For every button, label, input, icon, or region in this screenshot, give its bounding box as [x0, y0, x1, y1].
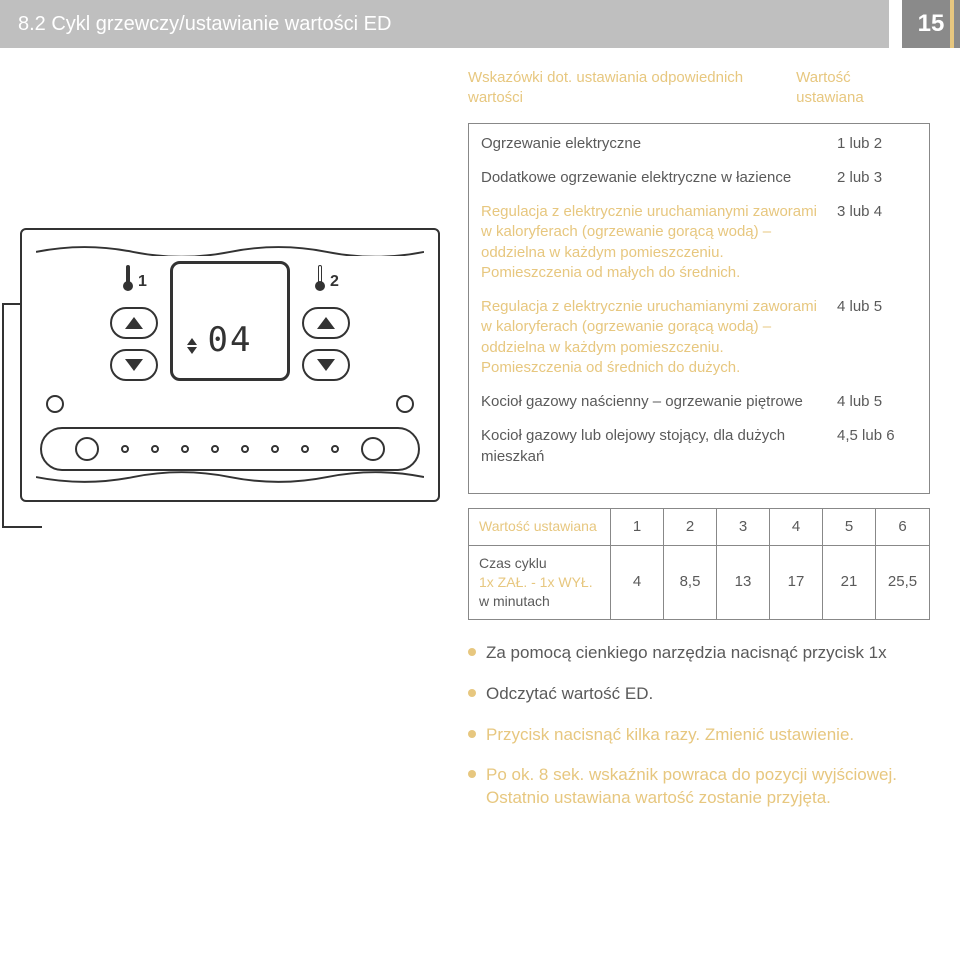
step-text: Za pomocą cienkiego narzędzia nacisnąć p…	[486, 642, 887, 665]
dot-button[interactable]	[211, 445, 219, 453]
table-data-cell: 21	[823, 546, 876, 619]
row2-l3: w minutach	[479, 593, 550, 609]
page-header: 8.2 Cykl grzewczy/ustawianie wartości ED…	[0, 0, 960, 48]
settings-row: Regulacja z elektrycznie uruchamianymi z…	[481, 297, 917, 378]
thermo-2-label: 2	[330, 273, 339, 291]
thermo-2: 2	[313, 261, 339, 291]
step-text: Odczytać wartość ED.	[486, 683, 653, 706]
settings-row: Ogrzewanie elektryczne 1 lub 2	[481, 134, 917, 154]
table-data-cell: 17	[770, 546, 823, 619]
row2-l2: 1x ZAŁ. - 1x WYŁ.	[479, 574, 593, 590]
thermo-1: 1	[121, 261, 147, 291]
cycle-table-header-row: Wartość ustawiana 123456	[468, 508, 930, 546]
dot-button[interactable]	[181, 445, 189, 453]
settings-row: Regulacja z elektrycznie uruchamianymi z…	[481, 202, 917, 283]
temp-up-1-button[interactable]	[110, 307, 158, 339]
table-data-cell: 8,5	[664, 546, 717, 619]
intro-left: Wskazówki dot. ustawiania odpowiednich w…	[468, 68, 796, 109]
settings-row-label: Regulacja z elektrycznie uruchamianymi z…	[481, 297, 817, 378]
step-item: Przycisk nacisnąć kilka razy. Zmienić us…	[468, 724, 930, 747]
bullet-icon	[468, 730, 476, 738]
dot-button[interactable]	[121, 445, 129, 453]
table-data-cell: 4	[611, 546, 664, 619]
thermostat-device: 1 04 2	[20, 228, 440, 502]
table-header-cell: 1	[611, 509, 664, 545]
arrows-icon	[187, 338, 197, 354]
table-data-cell: 13	[717, 546, 770, 619]
table-row2-label: Czas cyklu 1x ZAŁ. - 1x WYŁ. w minutach	[469, 546, 611, 619]
settings-row-value: 3 lub 4	[837, 202, 917, 283]
header-title: 8.2 Cykl grzewczy/ustawianie wartości ED	[0, 0, 889, 48]
settings-row-label: Kocioł gazowy naścienny – ogrzewanie pię…	[481, 392, 817, 412]
bullet-icon	[468, 689, 476, 697]
settings-row-label: Ogrzewanie elektryczne	[481, 134, 817, 154]
leader-line	[2, 303, 4, 528]
dot-button[interactable]	[301, 445, 309, 453]
row2-l1: Czas cyklu	[479, 555, 547, 571]
wave-bottom	[36, 471, 424, 485]
dot-button[interactable]	[241, 445, 249, 453]
settings-row-value: 1 lub 2	[837, 134, 917, 154]
table-header-cell: 4	[770, 509, 823, 545]
table-header-cell: 2	[664, 509, 717, 545]
bullet-icon	[468, 770, 476, 778]
step-item: Po ok. 8 sek. wskaźnik powraca do pozycj…	[468, 764, 930, 810]
bullet-icon	[468, 648, 476, 656]
settings-row-value: 4,5 lub 6	[837, 426, 917, 467]
step-item: Odczytać wartość ED.	[468, 683, 930, 706]
temp-up-2-button[interactable]	[302, 307, 350, 339]
dot-button[interactable]	[331, 445, 339, 453]
intro-right: Wartość ustawiana	[796, 68, 920, 109]
bottom-control-bar	[40, 427, 420, 471]
steps-list: Za pomocą cienkiego narzędzia nacisnąć p…	[468, 642, 930, 811]
settings-row-label: Kocioł gazowy lub olejowy stojący, dla d…	[481, 426, 817, 467]
leader-line-h2	[2, 526, 42, 528]
table-header-cell: 6	[876, 509, 929, 545]
settings-row-value: 2 lub 3	[837, 168, 917, 188]
dot-button[interactable]	[151, 445, 159, 453]
settings-row: Kocioł gazowy naścienny – ogrzewanie pię…	[481, 392, 917, 412]
temp-down-1-button[interactable]	[110, 349, 158, 381]
intro-line: Wskazówki dot. ustawiania odpowiednich w…	[468, 68, 930, 109]
table-data-cell: 25,5	[876, 546, 929, 619]
wave-top	[36, 242, 424, 256]
table-row1-label: Wartość ustawiana	[469, 509, 611, 545]
table-header-cell: 5	[823, 509, 876, 545]
dot-button[interactable]	[271, 445, 279, 453]
lcd-display: 04	[170, 261, 290, 381]
screw-icon	[46, 395, 64, 413]
settings-row-label: Dodatkowe ogrzewanie elektryczne w łazie…	[481, 168, 817, 188]
step-text: Przycisk nacisnąć kilka razy. Zmienić us…	[486, 724, 854, 747]
mode-button-right[interactable]	[361, 437, 385, 461]
settings-row-value: 4 lub 5	[837, 392, 917, 412]
settings-row-label: Regulacja z elektrycznie uruchamianymi z…	[481, 202, 817, 283]
table-header-cell: 3	[717, 509, 770, 545]
screw-icon	[396, 395, 414, 413]
step-text: Po ok. 8 sek. wskaźnik powraca do pozycj…	[486, 764, 930, 810]
settings-row-value: 4 lub 5	[837, 297, 917, 378]
step-item: Za pomocą cienkiego narzędzia nacisnąć p…	[468, 642, 930, 665]
mode-button-left[interactable]	[75, 437, 99, 461]
cycle-table-data-row: Czas cyklu 1x ZAŁ. - 1x WYŁ. w minutach …	[468, 546, 930, 620]
settings-row: Dodatkowe ogrzewanie elektryczne w łazie…	[481, 168, 917, 188]
settings-box: Ogrzewanie elektryczne 1 lub 2 Dodatkowe o…	[468, 123, 930, 494]
settings-row: Kocioł gazowy lub olejowy stojący, dla d…	[481, 426, 917, 467]
display-value: 04	[208, 320, 253, 360]
thermo-1-label: 1	[138, 273, 147, 291]
accent-stroke	[950, 0, 954, 48]
temp-down-2-button[interactable]	[302, 349, 350, 381]
